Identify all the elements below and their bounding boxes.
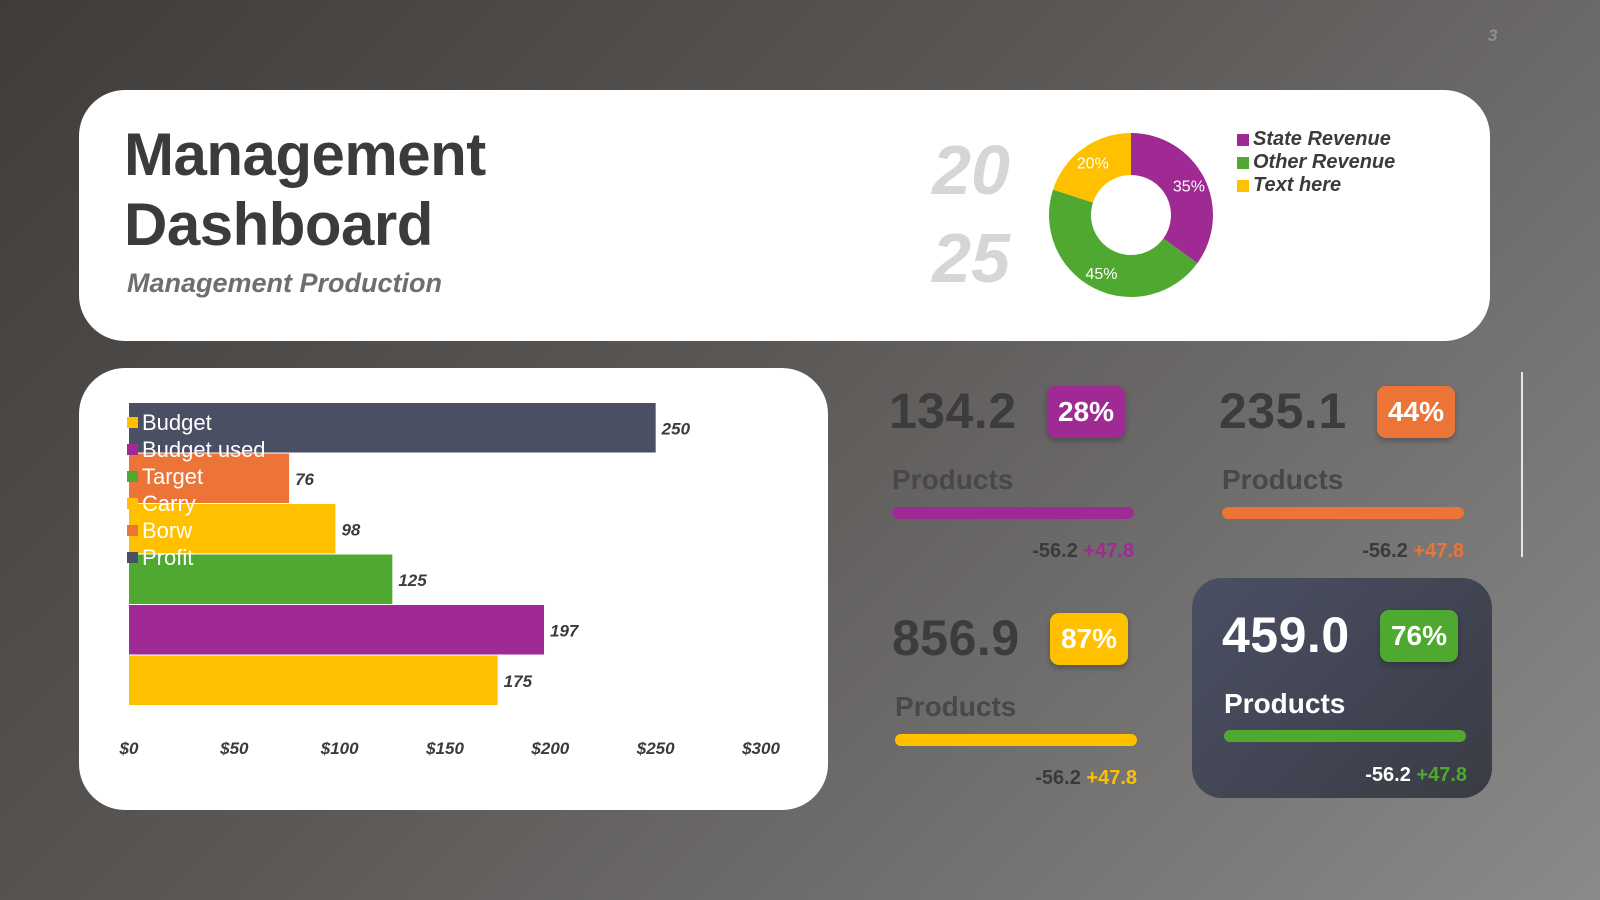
bar-value-label: 98 xyxy=(341,520,360,539)
donut-legend-item: State Revenue xyxy=(1237,128,1437,151)
donut-slice-state-revenue xyxy=(1131,133,1213,264)
x-tick-label: $200 xyxy=(530,739,569,758)
bar-legend-item: Target xyxy=(127,463,327,490)
legend-label: Budget used xyxy=(142,436,266,462)
legend-swatch xyxy=(1237,133,1249,146)
bar-value-label: 175 xyxy=(504,672,533,691)
bar-4 xyxy=(129,605,545,655)
kpi-card-1: 134.2 28% Products -56.2 +47.8 xyxy=(889,372,1189,592)
year-label: 20 25 xyxy=(921,126,1021,302)
title-line-2: Dashboard xyxy=(124,191,433,258)
kpi-label: Products xyxy=(892,464,1014,495)
bar-legend-item: Budget used xyxy=(127,436,327,463)
legend-label: Text here xyxy=(1253,174,1342,196)
donut-slice-label: 35% xyxy=(1173,178,1205,195)
legend-swatch xyxy=(127,498,138,509)
bar-chart-legend: Budget Budget used Target Carry Borw Profit xyxy=(127,409,327,571)
kpi-value: 856.9 xyxy=(892,610,1020,666)
bar-chart: 250 76 98 125 197 175 $0 $50 $100 $150 $200 $250 $30… xyxy=(119,403,780,758)
legend-label: Budget xyxy=(142,409,212,435)
donut-slice-text-here xyxy=(1053,133,1131,203)
kpi-label: Products xyxy=(895,691,1017,722)
bar-legend-item: Carry xyxy=(127,490,327,517)
page-subtitle: Management Production xyxy=(127,268,443,298)
kpi-badge: 44% xyxy=(1377,386,1455,438)
donut-slice-label: 20% xyxy=(1077,155,1109,172)
legend-swatch xyxy=(1237,156,1249,169)
kpi-card-2: 235.1 44% Products -56.2 +47.8 xyxy=(1219,372,1519,592)
legend-swatch xyxy=(127,525,138,536)
bar-0 xyxy=(129,403,656,453)
x-tick-label: $0 xyxy=(119,739,139,758)
legend-label: State Revenue xyxy=(1253,128,1391,150)
kpi-change: -56.2 +47.8 xyxy=(889,540,1134,563)
kpi-progress-bar xyxy=(1224,730,1466,742)
x-tick-label: $100 xyxy=(320,739,359,758)
x-tick-label: $50 xyxy=(219,739,249,758)
kpi-change-negative: -56.2 xyxy=(1032,540,1084,562)
donut-slice-other-revenue xyxy=(1049,189,1198,297)
year-line-2: 25 xyxy=(932,219,1010,297)
x-tick-label: $300 xyxy=(741,739,780,758)
bar-legend-item: Budget xyxy=(127,409,327,436)
kpi-value: 134.2 xyxy=(889,383,1017,439)
legend-swatch xyxy=(127,417,138,428)
kpi-change-positive: +47.8 xyxy=(1416,764,1467,786)
kpi-change-positive: +47.8 xyxy=(1083,540,1134,562)
bar-2 xyxy=(129,504,336,554)
bar-value-label: 197 xyxy=(550,621,580,640)
kpi-card-4: 459.0 76% Products -56.2 +47.8 xyxy=(1192,578,1492,798)
legend-swatch xyxy=(127,471,138,482)
bar-1 xyxy=(129,453,290,503)
kpi-change: -56.2 +47.8 xyxy=(892,767,1137,790)
header-card: Management Dashboard Management Producti… xyxy=(79,90,1490,341)
kpi-value: 459.0 xyxy=(1222,607,1350,663)
title-line-1: Management xyxy=(124,121,486,188)
legend-swatch xyxy=(1237,179,1249,192)
bar-legend-item: Profit xyxy=(127,544,327,571)
legend-swatch xyxy=(127,552,138,563)
legend-label: Carry xyxy=(142,490,196,516)
kpi-progress-bar xyxy=(895,734,1137,746)
legend-label: Other Revenue xyxy=(1253,151,1396,173)
year-line-1: 20 xyxy=(932,131,1010,209)
kpi-label: Products xyxy=(1222,464,1344,495)
donut-chart: 35% 45% 20% xyxy=(1049,133,1213,297)
legend-label: Borw xyxy=(142,517,193,543)
bar-value-label: 76 xyxy=(295,470,314,489)
kpi-badge: 87% xyxy=(1050,613,1128,665)
x-tick-label: $250 xyxy=(636,739,675,758)
kpi-change-negative: -56.2 xyxy=(1362,540,1414,562)
page-number: 3 xyxy=(1488,26,1498,45)
legend-swatch xyxy=(127,444,138,455)
donut-slice-label: 45% xyxy=(1085,266,1117,283)
kpi-change: -56.2 +47.8 xyxy=(1219,540,1464,563)
legend-label: Profit xyxy=(142,544,194,570)
kpi-change-negative: -56.2 xyxy=(1035,767,1087,789)
divider-line xyxy=(1521,372,1523,557)
donut-legend: State Revenue Other Revenue Text here xyxy=(1237,128,1437,197)
page-title: Management Dashboard xyxy=(124,120,604,260)
kpi-label: Products xyxy=(1224,688,1346,719)
bar-chart-card: 250 76 98 125 197 175 $0 $50 $100 $150 $200 $250 $30… xyxy=(79,368,828,810)
donut-legend-item: Text here xyxy=(1237,174,1437,197)
bar-value-label: 125 xyxy=(398,571,427,590)
bar-5 xyxy=(129,655,498,705)
kpi-badge: 28% xyxy=(1047,386,1125,438)
kpi-progress-bar xyxy=(1222,507,1464,519)
kpi-change: -56.2 +47.8 xyxy=(1222,764,1467,787)
bar-value-label: 250 xyxy=(661,419,691,438)
kpi-change-positive: +47.8 xyxy=(1086,767,1137,789)
kpi-badge: 76% xyxy=(1380,610,1458,662)
donut-legend-item: Other Revenue xyxy=(1237,151,1437,174)
bar-legend-item: Borw xyxy=(127,517,327,544)
kpi-progress-bar xyxy=(892,507,1134,519)
legend-label: Target xyxy=(142,463,204,489)
kpi-card-3: 856.9 87% Products -56.2 +47.8 xyxy=(892,599,1192,819)
kpi-value: 235.1 xyxy=(1219,383,1347,439)
x-tick-label: $150 xyxy=(425,739,464,758)
bar-3 xyxy=(129,554,393,604)
kpi-change-negative: -56.2 xyxy=(1365,764,1417,786)
kpi-change-positive: +47.8 xyxy=(1413,540,1464,562)
